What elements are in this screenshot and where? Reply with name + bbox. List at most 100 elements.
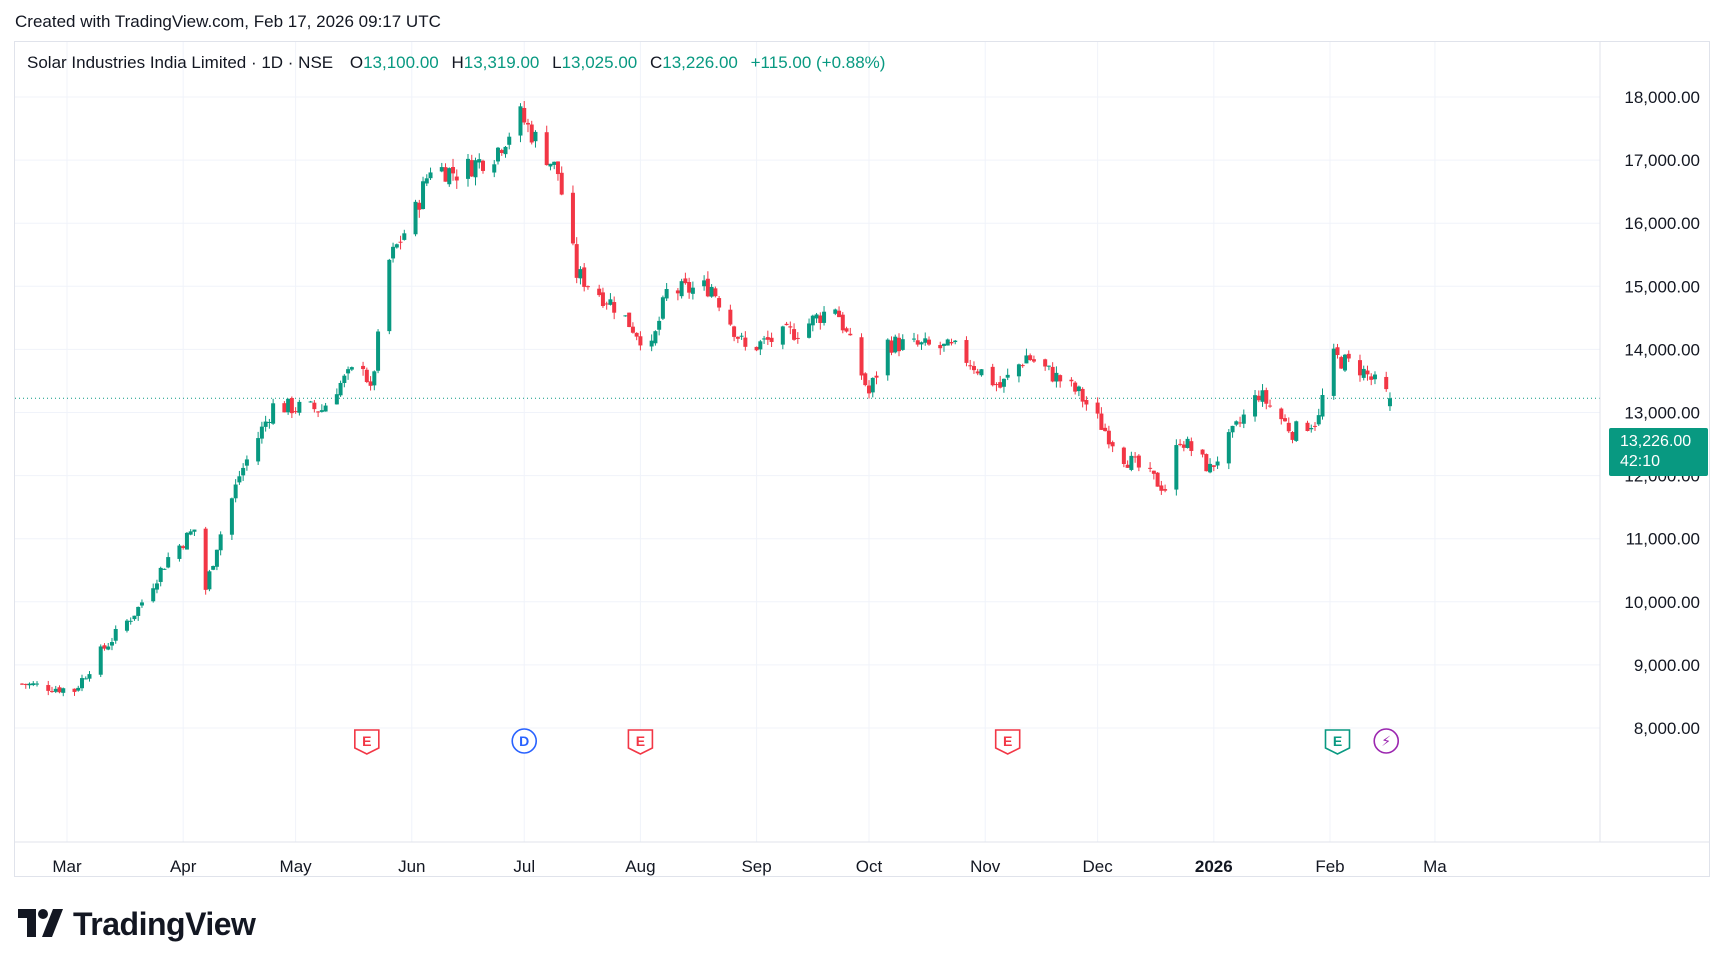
candle-body — [570, 192, 575, 244]
candle-body — [27, 683, 32, 686]
change-value: +115.00 (+0.88%) — [750, 53, 886, 72]
candle-body — [128, 620, 133, 622]
candle-body — [503, 146, 508, 155]
candle-body — [102, 645, 107, 649]
candle-body — [732, 326, 737, 337]
candle-body — [297, 401, 302, 413]
candle-body — [705, 278, 710, 297]
candle-body — [188, 531, 193, 535]
candle-body — [758, 341, 763, 350]
candle-body — [926, 339, 931, 345]
y-tick-label: 16,000.00 — [1624, 214, 1700, 233]
candle-body — [139, 602, 144, 606]
split-marker-icon[interactable]: ⚡ — [1373, 728, 1400, 754]
candle-body — [638, 336, 643, 346]
candle-body — [1181, 444, 1186, 448]
candle-body — [1024, 355, 1029, 364]
x-tick-label: Jul — [513, 857, 535, 876]
candle-body — [623, 315, 628, 317]
candle-body — [218, 534, 223, 551]
x-tick-label: Aug — [625, 857, 655, 876]
candle-body — [192, 529, 197, 532]
candle-body — [421, 181, 426, 210]
candle-body — [259, 426, 264, 439]
price-axis[interactable]: 8,000.009,000.0010,000.0011,000.0012,000… — [1624, 88, 1700, 738]
candle-body — [600, 292, 605, 306]
candle-body — [769, 337, 774, 342]
time-axis[interactable]: Mar Apr May Jun Jul Aug Sep Oct Nov Dec 2026 Feb Ma — [52, 857, 1447, 876]
candle-body — [1121, 447, 1126, 464]
candle-body — [282, 403, 287, 413]
candle-body — [1361, 368, 1366, 378]
candle-body — [376, 331, 381, 371]
candle-body — [979, 369, 984, 376]
grid — [15, 42, 1600, 842]
earnings-marker-icon[interactable]: E — [994, 729, 1021, 755]
candle-body — [316, 411, 321, 413]
candle-body — [848, 333, 853, 336]
candle-body — [387, 259, 392, 332]
candle-body — [113, 628, 118, 641]
candle-body — [342, 375, 347, 384]
symbol-title[interactable]: Solar Industries India Limited · 1D · NS… — [27, 53, 334, 72]
candle-body — [1185, 438, 1190, 448]
x-tick-label: Oct — [856, 857, 883, 876]
candle-body — [424, 178, 429, 184]
candle-body — [574, 244, 579, 278]
candle-body — [1016, 364, 1021, 377]
tradingview-wordmark[interactable]: TradingView — [73, 906, 256, 942]
candle-body — [544, 132, 549, 166]
candle-body — [364, 369, 369, 383]
candle-body — [439, 167, 444, 172]
candle-body — [968, 365, 973, 367]
dividend-marker-icon[interactable]: D — [511, 728, 538, 754]
y-tick-label: 14,000.00 — [1624, 340, 1700, 359]
candle-body — [346, 369, 351, 374]
candle-body — [1387, 398, 1392, 407]
candle-body — [657, 320, 662, 330]
candle-body — [1369, 376, 1374, 380]
candle-body — [391, 246, 396, 259]
candle-body — [1268, 405, 1273, 407]
candle-body — [154, 583, 159, 590]
candle-body — [1189, 441, 1194, 451]
candle-body — [1320, 395, 1325, 417]
earnings-marker-icon[interactable]: E — [1324, 729, 1351, 755]
candle-body — [1099, 413, 1104, 430]
candle-body — [585, 286, 590, 288]
candle-body — [833, 309, 838, 314]
candle-body — [1058, 375, 1063, 382]
candle-body — [863, 373, 868, 386]
candle-body — [529, 124, 534, 143]
chart-area[interactable] — [14, 41, 1710, 877]
candle-body — [319, 410, 324, 412]
y-tick-label: 15,000.00 — [1624, 277, 1700, 296]
candle-body — [293, 411, 298, 413]
svg-text:E: E — [1003, 733, 1012, 749]
low-key: L — [552, 53, 562, 72]
candle-body — [106, 646, 111, 650]
candle-body — [1316, 415, 1321, 425]
candle-body — [919, 342, 924, 345]
candle-body — [1342, 354, 1347, 371]
candle-body — [998, 382, 1003, 388]
earnings-marker-icon[interactable]: E — [627, 729, 654, 755]
candle-body — [31, 683, 36, 686]
candle-body — [35, 683, 40, 685]
candle-body — [338, 382, 343, 396]
candle-body — [1095, 402, 1100, 414]
candle-body — [286, 398, 291, 413]
candle-body — [241, 467, 246, 476]
candle-body — [990, 366, 995, 386]
candle-body — [1313, 425, 1318, 427]
candle-body — [552, 161, 557, 165]
candle-body — [818, 315, 823, 323]
candle-body — [61, 688, 66, 693]
candle-body — [608, 299, 613, 305]
earnings-marker-icon[interactable]: E — [354, 729, 380, 755]
tradingview-logo-icon[interactable] — [18, 907, 70, 941]
candle-body — [597, 288, 602, 296]
candle-body — [1279, 408, 1284, 420]
candle-body — [1155, 472, 1160, 487]
